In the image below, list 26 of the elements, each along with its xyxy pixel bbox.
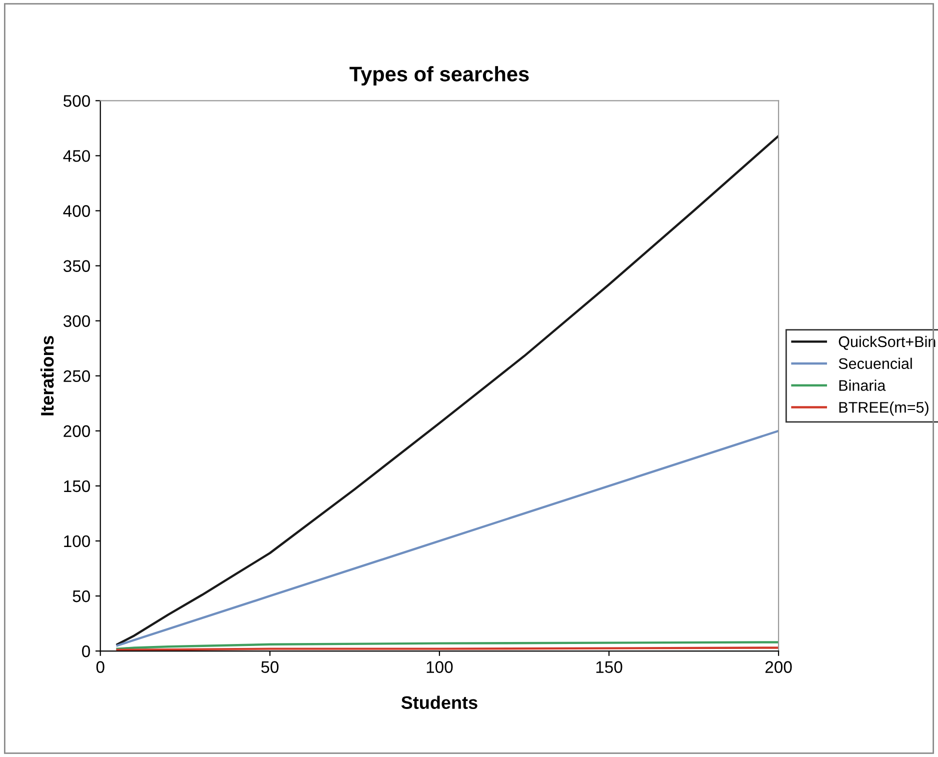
y-tick-label: 300	[63, 315, 90, 328]
legend-label: Secuencial	[838, 358, 912, 370]
x-tick-label: 0	[96, 661, 104, 673]
y-tick-label: 150	[64, 480, 90, 492]
y-tick-label: 400	[63, 205, 90, 217]
x-tick-label: 100	[426, 661, 453, 673]
legend-label: BTREE(m=5)	[839, 402, 928, 416]
x-tick-label: 50	[261, 661, 279, 673]
chart-title: Types of searches	[350, 66, 529, 86]
y-tick-label: 450	[63, 150, 90, 162]
y-tick-label: 350	[63, 260, 90, 272]
x-tick-label: 150	[596, 661, 622, 673]
y-tick-label: 0	[82, 645, 90, 658]
y-tick-label: 200	[64, 425, 90, 438]
line-series	[116, 641, 779, 650]
y-tick-label: 100	[64, 535, 90, 548]
legend-label: QuickSort+Bin	[838, 336, 936, 350]
line-series	[116, 430, 779, 647]
legend-label: Binaria	[839, 380, 886, 391]
y-tick-label: 50	[72, 590, 90, 602]
y-tick-label: 500	[64, 95, 90, 107]
x-tick-label: 200	[765, 661, 792, 673]
line-series	[116, 134, 779, 646]
y-axis-title: Iterations	[40, 336, 54, 416]
x-axis-title: Students	[401, 696, 478, 709]
y-tick-label: 250	[64, 370, 90, 382]
